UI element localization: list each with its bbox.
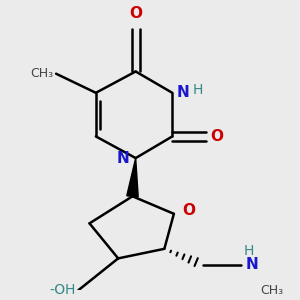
Text: H: H [65,283,75,297]
Text: O: O [211,129,224,144]
Text: N: N [177,85,190,100]
Text: CH₃: CH₃ [30,67,53,80]
Polygon shape [127,158,138,197]
Text: N: N [117,151,129,166]
Text: -O: -O [50,283,66,297]
Text: O: O [129,6,142,21]
Text: CH₃: CH₃ [260,284,283,297]
Text: O: O [182,203,195,218]
Text: N: N [245,257,258,272]
Text: H: H [244,244,254,258]
Text: H: H [193,83,203,97]
